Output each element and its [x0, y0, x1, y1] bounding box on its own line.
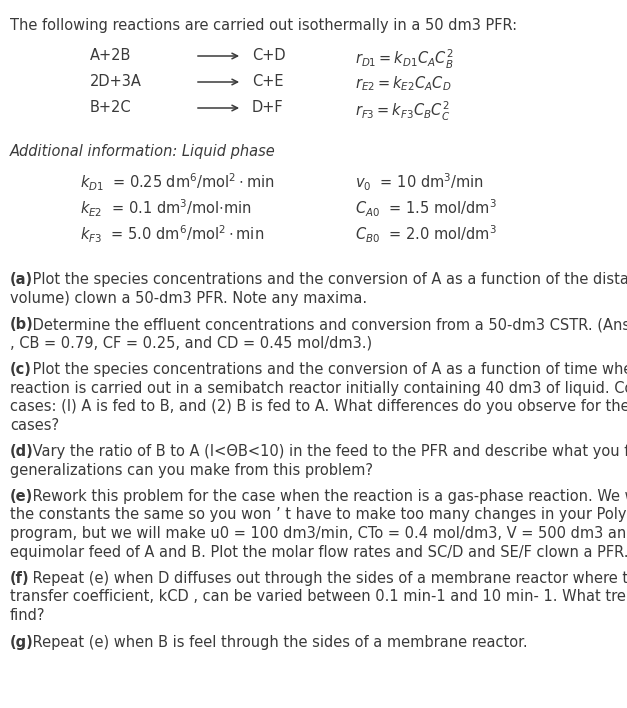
Text: , CB = 0.79, CF = 0.25, and CD = 0.45 mol/dm3.): , CB = 0.79, CF = 0.25, and CD = 0.45 mo… — [10, 336, 372, 350]
Text: (c): (c) — [10, 362, 32, 377]
Text: (d): (d) — [10, 444, 34, 459]
Text: $k_{E2}$  = 0.1 dm$^3$/mol$\cdot$min: $k_{E2}$ = 0.1 dm$^3$/mol$\cdot$min — [80, 198, 252, 219]
Text: Additional information: Liquid phase: Additional information: Liquid phase — [10, 144, 276, 159]
Text: Plot the species concentrations and the conversion of A as a function of time wh: Plot the species concentrations and the … — [28, 362, 627, 377]
Text: (e): (e) — [10, 489, 33, 504]
Text: (b): (b) — [10, 317, 34, 332]
Text: cases?: cases? — [10, 418, 59, 433]
Text: D+F: D+F — [252, 100, 283, 115]
Text: A+2B: A+2B — [90, 48, 132, 63]
Text: $C_{A0}$  = 1.5 mol/dm$^3$: $C_{A0}$ = 1.5 mol/dm$^3$ — [355, 198, 497, 219]
Text: find?: find? — [10, 608, 46, 623]
Text: C+E: C+E — [252, 74, 283, 89]
Text: Determine the effluent concentrations and conversion from a 50-dm3 CSTR. (Ans.: : Determine the effluent concentrations an… — [28, 317, 627, 332]
Text: generalizations can you make from this problem?: generalizations can you make from this p… — [10, 462, 373, 477]
Text: transfer coefficient, kCD , can be varied between 0.1 min-1 and 10 min- 1. What : transfer coefficient, kCD , can be varie… — [10, 590, 627, 605]
Text: $C_{B0}$  = 2.0 mol/dm$^3$: $C_{B0}$ = 2.0 mol/dm$^3$ — [355, 224, 497, 246]
Text: Rework this problem for the case when the reaction is a gas-phase reaction. We w: Rework this problem for the case when th… — [28, 489, 627, 504]
Text: 2D+3A: 2D+3A — [90, 74, 142, 89]
Text: $r_{D1}=k_{D1}C_AC_B^2$: $r_{D1}=k_{D1}C_AC_B^2$ — [355, 48, 453, 72]
Text: C+D: C+D — [252, 48, 286, 63]
Text: equimolar feed of A and B. Plot the molar flow rates and SC/D and SE/F clown a P: equimolar feed of A and B. Plot the mola… — [10, 544, 627, 559]
Text: $k_{F3}$  = 5.0 dm$^6$/mol$^2\cdot$min: $k_{F3}$ = 5.0 dm$^6$/mol$^2\cdot$min — [80, 224, 264, 246]
Text: cases: (I) A is fed to B, and (2) B is fed to A. What differences do you observe: cases: (I) A is fed to B, and (2) B is f… — [10, 399, 627, 414]
Text: (g): (g) — [10, 634, 34, 649]
Text: reaction is carried out in a semibatch reactor initially containing 40 dm3 of li: reaction is carried out in a semibatch r… — [10, 380, 627, 396]
Text: Repeat (e) when D diffuses out through the sides of a membrane reactor where the: Repeat (e) when D diffuses out through t… — [28, 571, 627, 586]
Text: the constants the same so you won ’ t have to make too many changes in your Poly: the constants the same so you won ’ t ha… — [10, 508, 627, 523]
Text: volume) clown a 50-dm3 PFR. Note any maxima.: volume) clown a 50-dm3 PFR. Note any max… — [10, 290, 367, 305]
Text: program, but we will make u0 = 100 dm3/min, CTo = 0.4 mol/dm3, V = 500 dm3 and a: program, but we will make u0 = 100 dm3/m… — [10, 526, 627, 541]
Text: Plot the species concentrations and the conversion of A as a function of the dis: Plot the species concentrations and the … — [28, 272, 627, 287]
Text: $r_{E2}=k_{E2}C_AC_D$: $r_{E2}=k_{E2}C_AC_D$ — [355, 74, 451, 93]
Text: The following reactions are carried out isothermally in a 50 dm3 PFR:: The following reactions are carried out … — [10, 18, 517, 33]
Text: $v_0$  = 10 dm$^3$/min: $v_0$ = 10 dm$^3$/min — [355, 172, 484, 193]
Text: (f): (f) — [10, 571, 29, 586]
Text: (a): (a) — [10, 272, 33, 287]
Text: Repeat (e) when B is feel through the sides of a membrane reactor.: Repeat (e) when B is feel through the si… — [28, 634, 528, 649]
Text: B+2C: B+2C — [90, 100, 132, 115]
Text: Vary the ratio of B to A (I<ΘB<10) in the feed to the PFR and describe what you : Vary the ratio of B to A (I<ΘB<10) in th… — [28, 444, 627, 459]
Text: $r_{F3}=k_{F3}C_BC_C^2$: $r_{F3}=k_{F3}C_BC_C^2$ — [355, 100, 450, 123]
Text: $k_{D1}$  = 0.25 dm$^6$/mol$^2\cdot$min: $k_{D1}$ = 0.25 dm$^6$/mol$^2\cdot$min — [80, 172, 275, 193]
